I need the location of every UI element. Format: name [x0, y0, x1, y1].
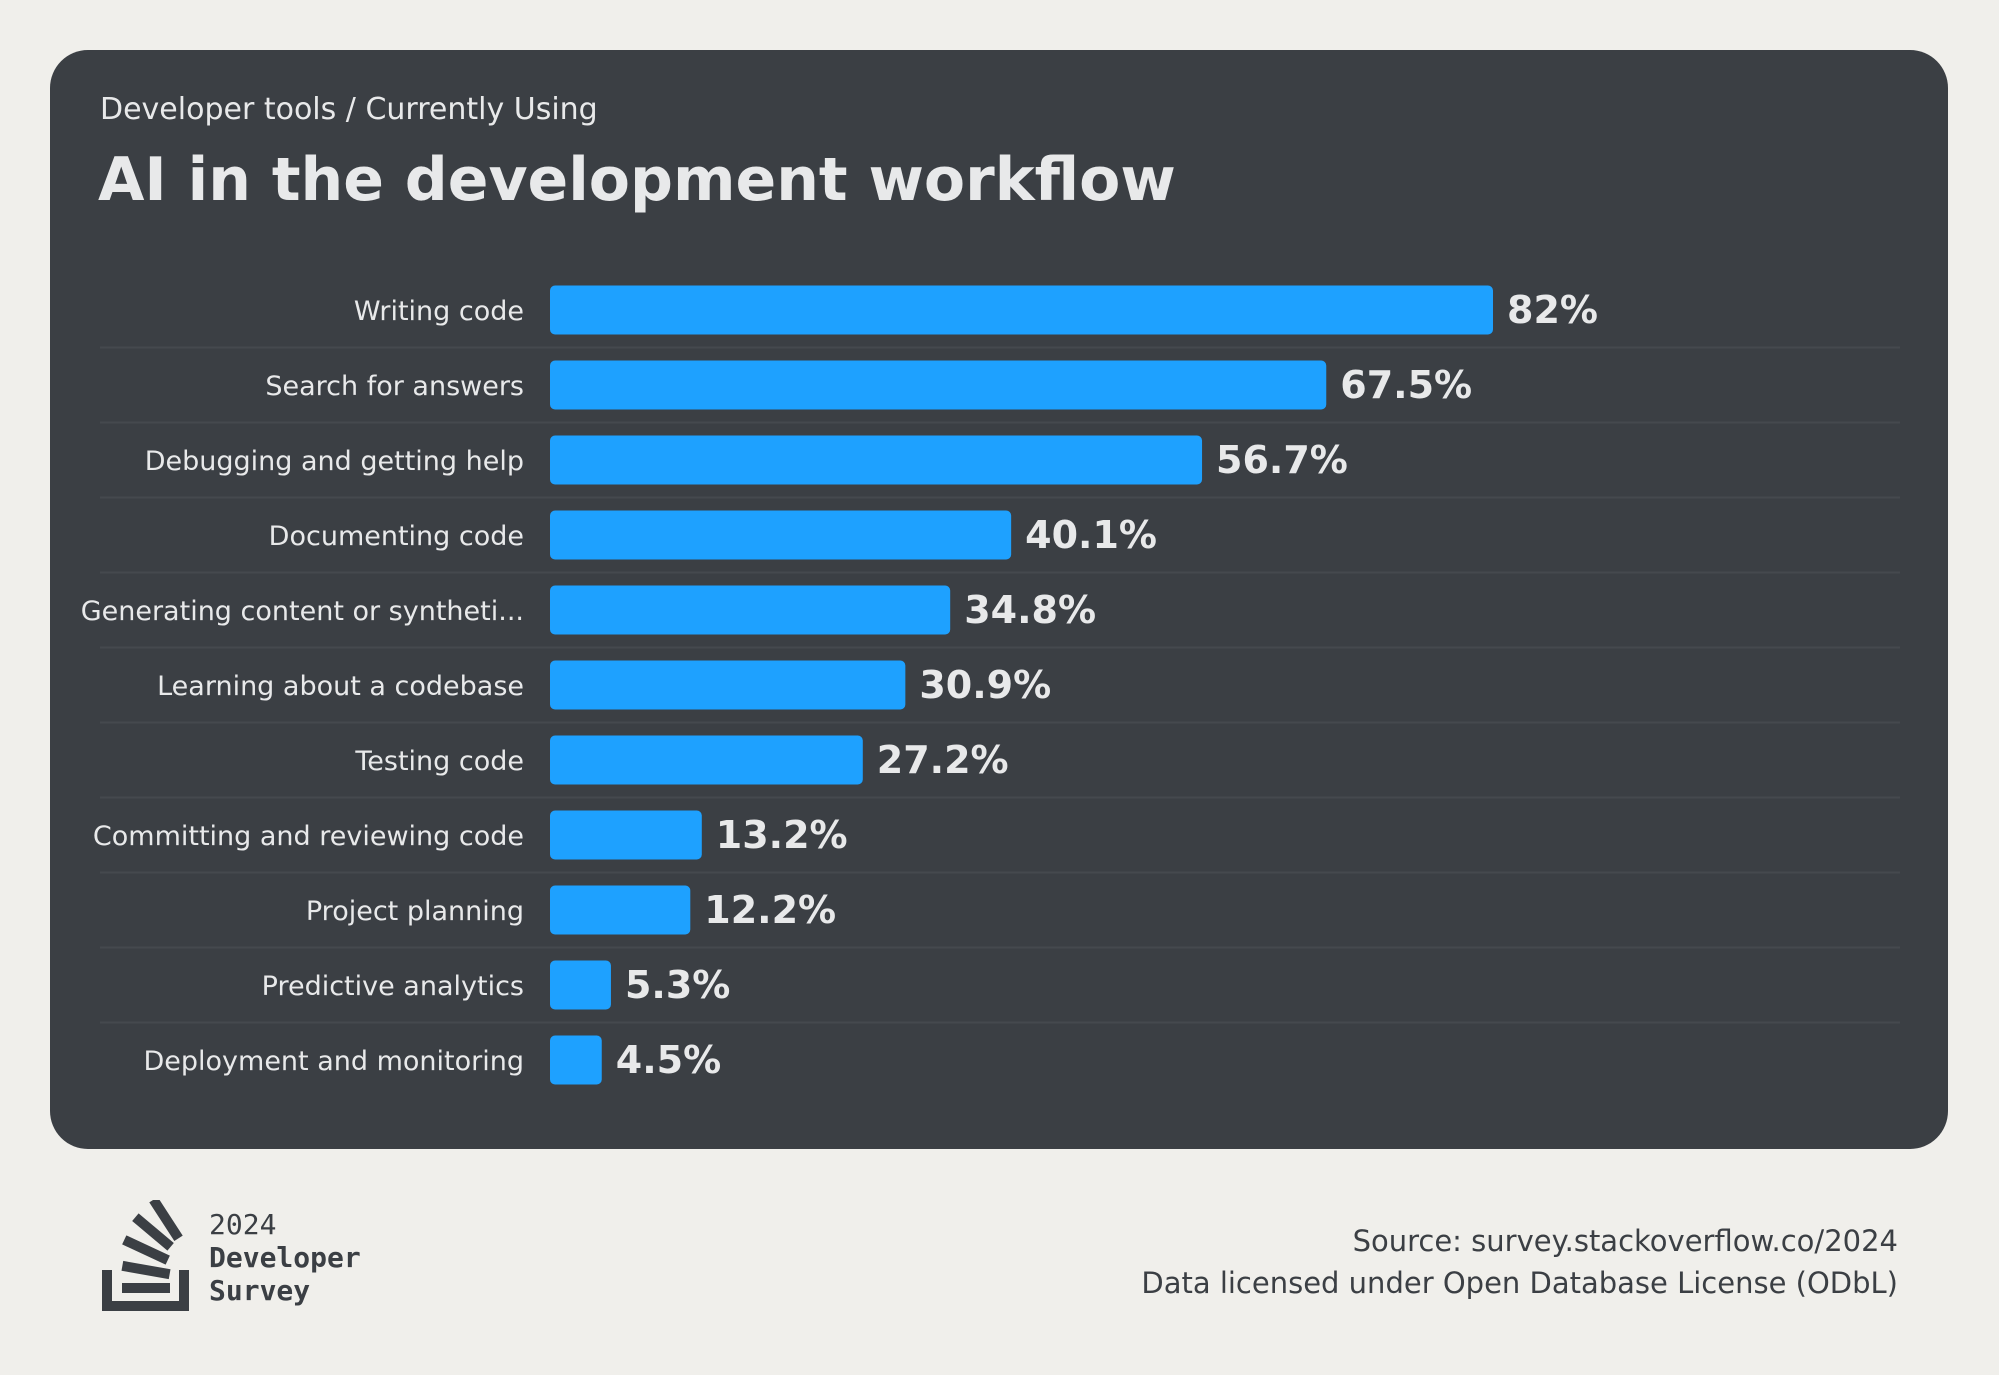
value-label: 56.7% [1216, 438, 1348, 482]
bar [550, 810, 702, 860]
bar [550, 510, 1012, 560]
bar [550, 435, 1203, 485]
value-label: 5.3% [625, 963, 730, 1007]
logo-year: 2024 [209, 1208, 277, 1241]
bar [550, 885, 691, 935]
value-label: 27.2% [877, 738, 1009, 782]
bar [550, 660, 906, 710]
page-title: AI in the development workflow [98, 145, 1176, 215]
bar [550, 1035, 602, 1085]
value-label: 82% [1507, 288, 1598, 332]
value-label: 12.2% [704, 888, 836, 932]
value-label: 40.1% [1025, 513, 1157, 557]
category-label: Search for answers [265, 371, 524, 402]
stack-overflow-logo-icon [102, 1200, 189, 1311]
category-label: Deployment and monitoring [143, 1046, 524, 1077]
bar [550, 960, 611, 1010]
bar [550, 285, 1493, 335]
bar [550, 585, 951, 635]
category-label: Debugging and getting help [145, 446, 524, 477]
survey-logo-text: 2024 Developer Survey [209, 1208, 361, 1307]
value-label: 4.5% [616, 1038, 721, 1082]
logo-line1: Developer [209, 1241, 361, 1274]
source-link[interactable]: Source: survey.stackoverflow.co/2024 [1352, 1224, 1898, 1258]
breadcrumb: Developer tools / Currently Using [100, 92, 598, 127]
category-label: Committing and reviewing code [93, 821, 524, 852]
value-label: 67.5% [1340, 363, 1472, 407]
category-label: Documenting code [269, 521, 524, 552]
bar [550, 735, 863, 785]
value-label: 13.2% [716, 813, 848, 857]
license-note: Data licensed under Open Database Licens… [1141, 1266, 1898, 1300]
value-label: 34.8% [964, 588, 1096, 632]
category-label: Project planning [306, 896, 524, 927]
category-label: Predictive analytics [262, 971, 524, 1002]
chart-card [50, 50, 1948, 1149]
bar [550, 360, 1327, 410]
category-label: Testing code [354, 746, 524, 777]
category-label: Learning about a codebase [157, 671, 524, 702]
value-label: 30.9% [919, 663, 1051, 707]
category-label: Writing code [354, 296, 524, 327]
logo-line2: Survey [209, 1274, 311, 1307]
category-label: Generating content or syntheti... [81, 596, 524, 627]
source-note: Source: survey.stackoverflow.co/2024 Dat… [1141, 1220, 1898, 1304]
